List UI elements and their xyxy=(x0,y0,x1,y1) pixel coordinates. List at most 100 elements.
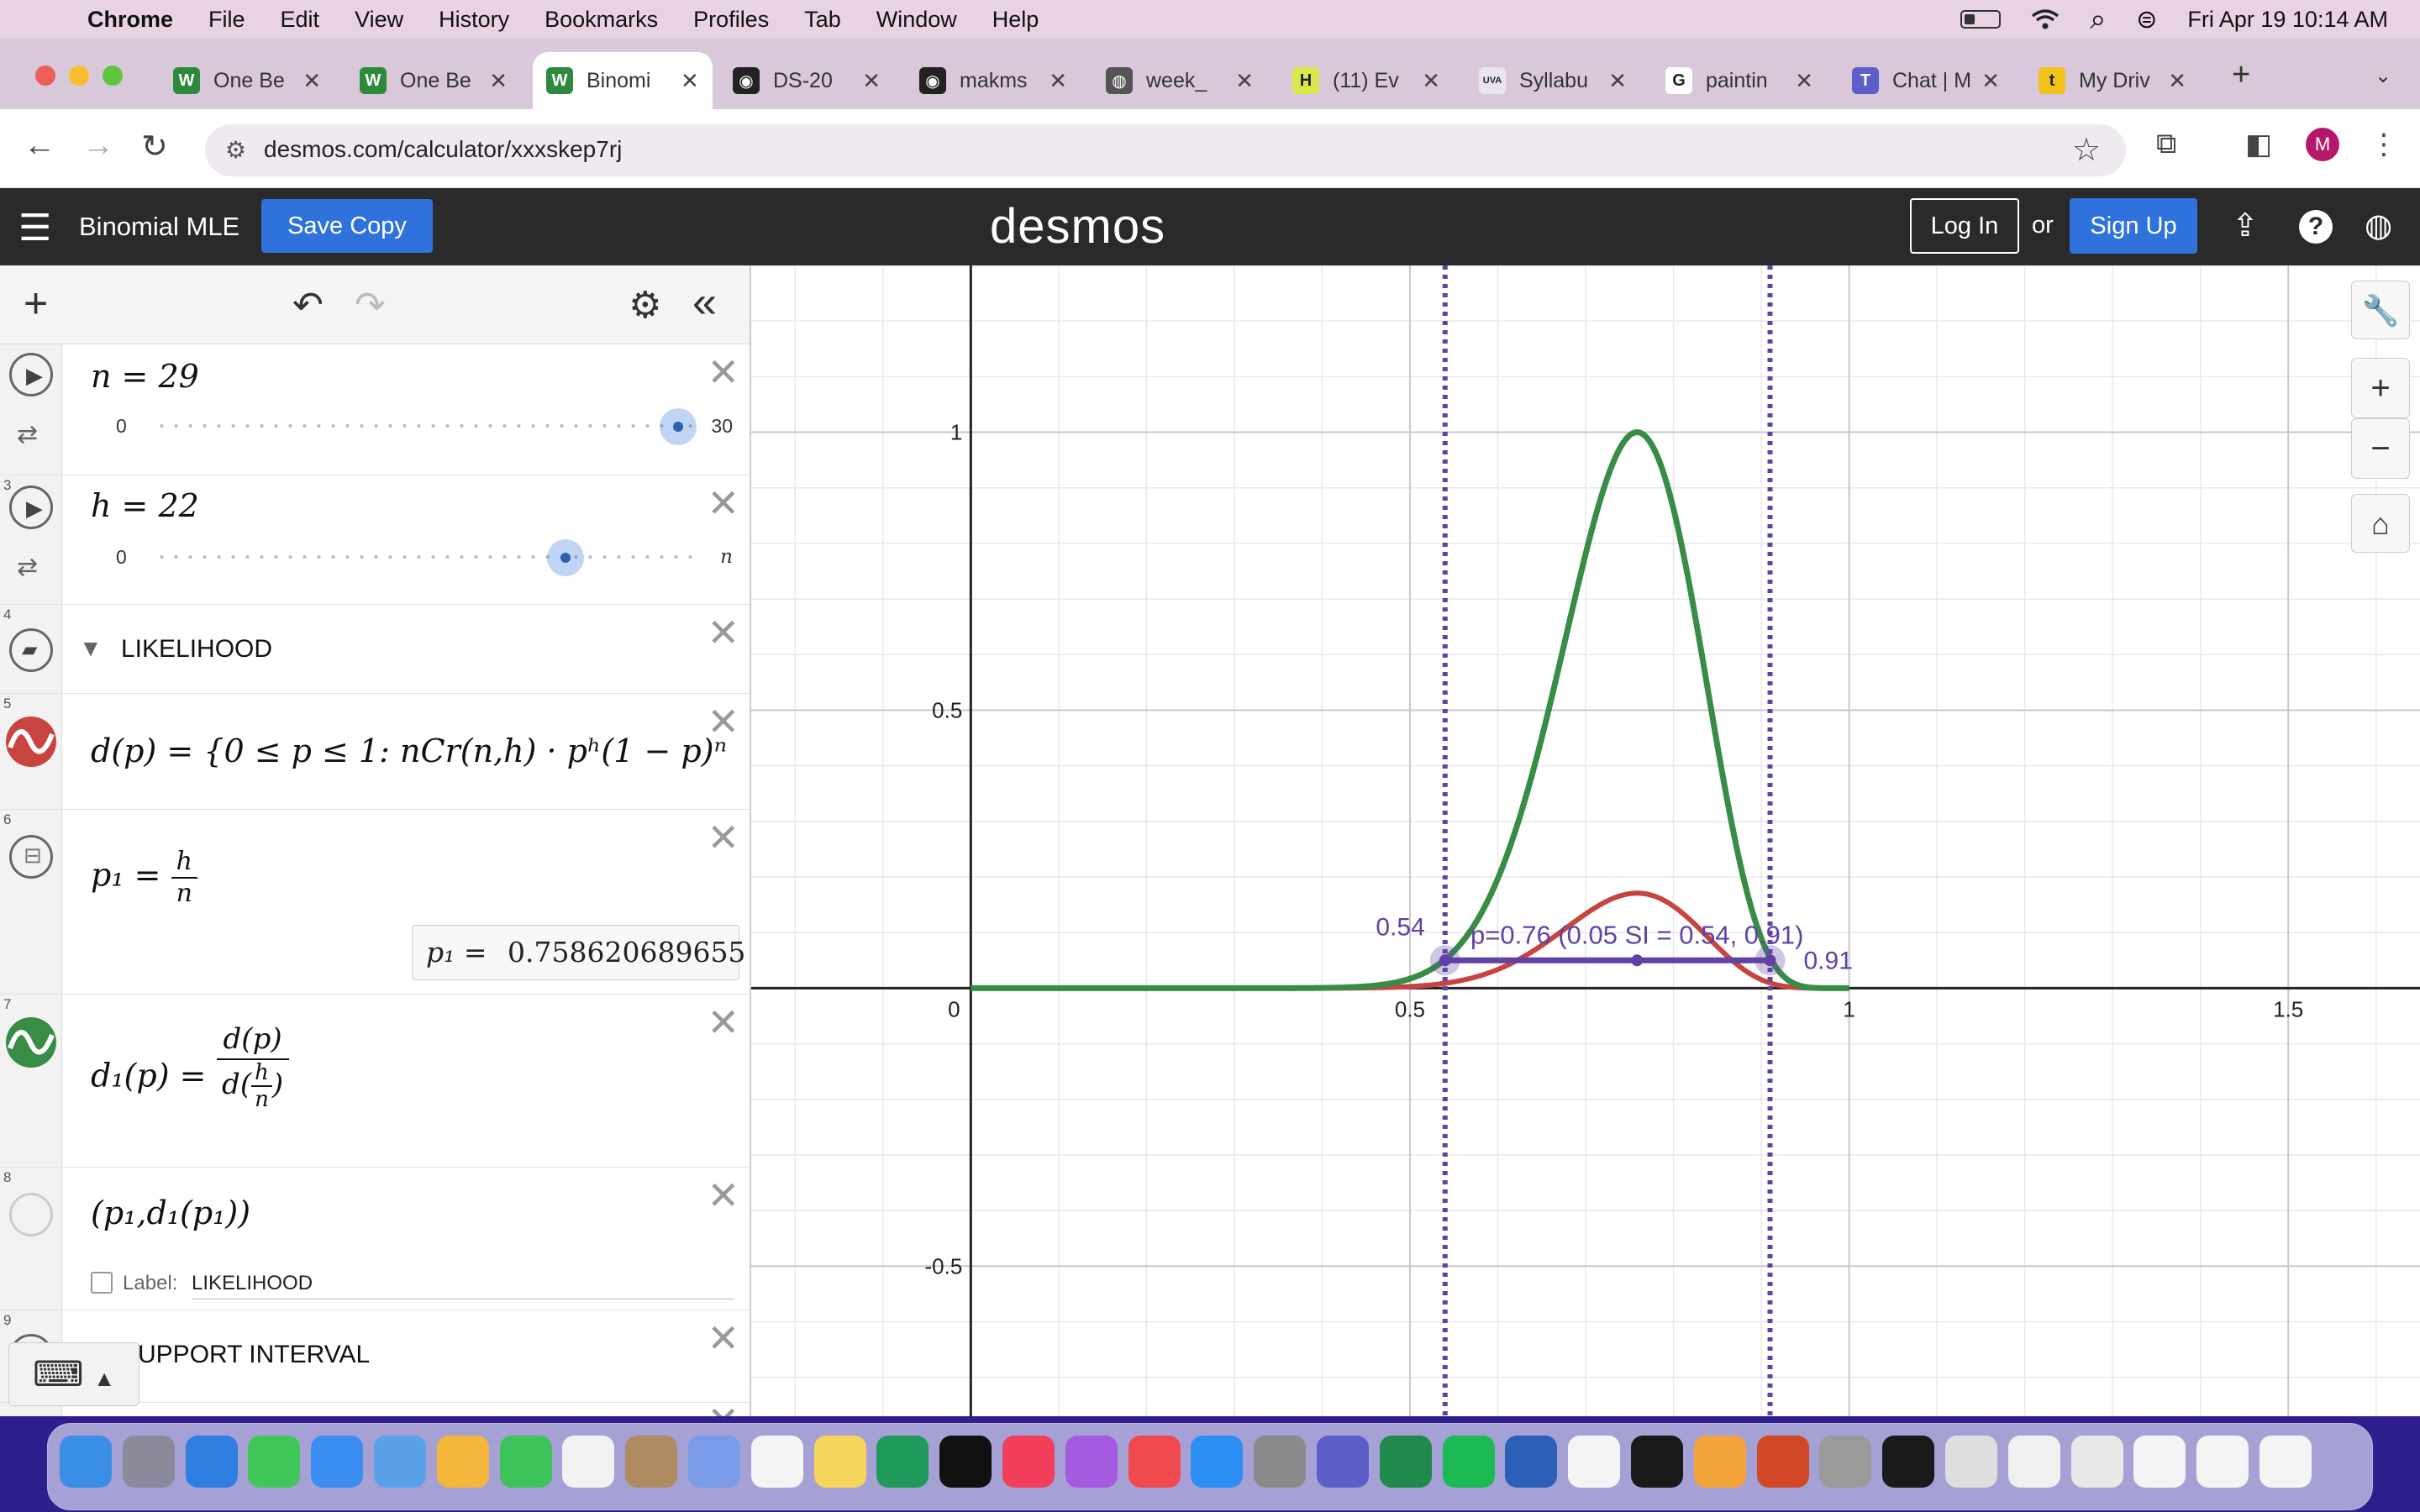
dock-app-icon[interactable] xyxy=(1631,1436,1683,1488)
tab-close-icon[interactable]: ✕ xyxy=(1608,67,1627,93)
dock-app-icon[interactable] xyxy=(1065,1436,1118,1488)
dock-app-icon[interactable] xyxy=(688,1436,740,1488)
sign-up-button[interactable]: Sign Up xyxy=(2070,198,2197,254)
delete-expression-icon[interactable]: ✕ xyxy=(707,611,739,654)
expression-likelihood-function[interactable]: 5 d(p) = {0 ≤ p ≤ 1: nCr(n,h) · pʰ(1 − p… xyxy=(0,694,750,810)
profile-avatar[interactable]: M xyxy=(2306,128,2339,161)
tab-search-chevron-icon[interactable]: ⌄ xyxy=(2375,65,2392,87)
bookmark-star-icon[interactable]: ☆ xyxy=(2071,133,2101,168)
dock-app-icon[interactable] xyxy=(939,1436,992,1488)
folder-icon[interactable]: ▰ xyxy=(9,628,53,672)
dock-app-icon[interactable] xyxy=(248,1436,301,1488)
slider-thumb[interactable] xyxy=(659,408,697,445)
spotlight-search-icon[interactable]: ⌕ xyxy=(2090,3,2107,35)
menu-window[interactable]: Window xyxy=(876,6,957,32)
label-text-input[interactable]: LIKELIHOOD xyxy=(192,1272,734,1299)
dock-app-icon[interactable] xyxy=(1819,1436,1872,1488)
tab-close-icon[interactable]: ✕ xyxy=(1422,67,1440,93)
extensions-puzzle-icon[interactable]: ⧉ xyxy=(2156,128,2177,160)
url-text[interactable]: desmos.com/calculator/xxxskep7rj xyxy=(264,136,623,162)
delete-expression-icon[interactable]: ✕ xyxy=(707,1398,739,1416)
expression-text[interactable]: d₁(p) = d(p) d(h n) xyxy=(91,1022,289,1112)
dock-app-icon[interactable] xyxy=(1945,1436,1997,1488)
dock-app-icon[interactable] xyxy=(185,1436,238,1488)
reload-icon[interactable]: ↻ xyxy=(141,129,168,165)
browser-tab[interactable]: ◉ makms ✕ xyxy=(906,52,1081,109)
dock-app-icon[interactable] xyxy=(2070,1436,2123,1488)
expression-normalized-likelihood[interactable]: 7 d₁(p) = d(p) d(h n) ✕ xyxy=(0,995,750,1168)
dock-app-icon[interactable] xyxy=(1442,1436,1495,1488)
slider-track[interactable] xyxy=(155,554,696,559)
dock-app-icon[interactable] xyxy=(1568,1436,1621,1488)
address-bar[interactable]: ⚙ desmos.com/calculator/xxxskep7rj ☆ xyxy=(205,124,2126,176)
delete-expression-icon[interactable]: ✕ xyxy=(707,1316,739,1360)
browser-tab[interactable]: t My Driv ✕ xyxy=(2025,52,2200,109)
save-copy-button[interactable]: Save Copy xyxy=(261,199,433,253)
folder-likelihood[interactable]: 4 ▰ ▼ LIKELIHOOD ✕ xyxy=(0,605,750,694)
slider-min[interactable]: 0 xyxy=(116,415,127,437)
tab-close-icon[interactable]: ✕ xyxy=(489,67,508,93)
delete-expression-icon[interactable]: ✕ xyxy=(707,350,739,394)
browser-tab[interactable]: W One Be ✕ xyxy=(346,52,521,109)
battery-icon[interactable] xyxy=(1960,10,2002,29)
folder-title[interactable]: SUPPORT INTERVAL xyxy=(121,1341,371,1368)
tab-close-icon[interactable]: ✕ xyxy=(302,67,321,93)
slider-max[interactable]: n xyxy=(720,546,733,568)
slider-track[interactable] xyxy=(155,423,696,428)
expression-text[interactable]: p₁ = h n xyxy=(91,847,197,909)
dock-app-icon[interactable] xyxy=(2007,1436,2060,1488)
dock-app-icon[interactable] xyxy=(311,1436,364,1488)
add-item-plus-icon[interactable]: + xyxy=(24,280,49,327)
dock-app-icon[interactable] xyxy=(60,1436,112,1488)
menu-file[interactable]: File xyxy=(208,6,245,32)
dock-app-icon[interactable] xyxy=(122,1436,175,1488)
zoom-in-button[interactable]: + xyxy=(2351,358,2410,418)
expression-partial[interactable]: ✕ xyxy=(0,1399,750,1416)
browser-tab[interactable]: T Chat | M ✕ xyxy=(1839,52,2013,109)
side-panel-icon[interactable]: ◧ xyxy=(2245,129,2273,160)
tab-close-icon[interactable]: ✕ xyxy=(1235,67,1254,93)
browser-tab[interactable]: W One Be ✕ xyxy=(160,52,334,109)
settings-gear-icon[interactable]: ⚙ xyxy=(629,285,662,326)
delete-expression-icon[interactable]: ✕ xyxy=(707,481,739,525)
play-slider-icon[interactable]: ▶ xyxy=(9,486,53,529)
delete-expression-icon[interactable]: ✕ xyxy=(707,1000,739,1044)
expression-n-slider[interactable]: ▶ ⇄ n = 29 0 30 ✕ xyxy=(0,344,750,475)
slider-thumb[interactable] xyxy=(546,539,584,576)
close-window-button[interactable] xyxy=(35,66,55,86)
dock-app-icon[interactable] xyxy=(374,1436,426,1488)
dock-app-icon[interactable] xyxy=(1379,1436,1432,1488)
dock-app-icon[interactable] xyxy=(1191,1436,1244,1488)
tab-close-icon[interactable]: ✕ xyxy=(862,67,881,93)
expression-h-slider[interactable]: 3 ▶ ⇄ h = 22 0 n ✕ xyxy=(0,475,750,605)
menu-app-name[interactable]: Chrome xyxy=(87,6,174,32)
red-wave-graph-icon[interactable] xyxy=(5,716,57,768)
graph-title[interactable]: Binomial MLE xyxy=(79,212,240,241)
minimize-window-button[interactable] xyxy=(69,66,89,86)
point-hidden-icon[interactable] xyxy=(9,1193,53,1236)
browser-tab[interactable]: W Binomi ✕ xyxy=(533,52,713,109)
dock-app-icon[interactable] xyxy=(562,1436,615,1488)
tab-close-icon[interactable]: ✕ xyxy=(1795,67,1813,93)
green-wave-graph-icon[interactable] xyxy=(5,1016,57,1068)
dock-app-icon[interactable] xyxy=(1317,1436,1369,1488)
dock-app-icon[interactable] xyxy=(1505,1436,1558,1488)
menu-profiles[interactable]: Profiles xyxy=(693,6,770,32)
dock-app-icon[interactable] xyxy=(1002,1436,1055,1488)
keyboard-toggle-button[interactable]: ⌨ ▲ xyxy=(8,1342,139,1406)
folder-title[interactable]: LIKELIHOOD xyxy=(121,635,273,663)
undo-icon[interactable]: ↶ xyxy=(292,285,324,326)
redo-icon[interactable]: ↷ xyxy=(355,285,386,326)
slider-expression-text[interactable]: n = 29 xyxy=(91,358,199,395)
menu-bookmarks[interactable]: Bookmarks xyxy=(544,6,659,32)
expression-text[interactable]: (p₁,d₁(p₁)) xyxy=(91,1194,251,1231)
browser-tab[interactable]: H (11) Ev ✕ xyxy=(1279,52,1454,109)
forward-arrow-icon[interactable]: → xyxy=(82,128,114,163)
play-slider-icon[interactable]: ▶ xyxy=(9,353,53,396)
zoom-out-button[interactable]: − xyxy=(2351,418,2410,479)
slider-max[interactable]: 30 xyxy=(711,415,733,437)
expression-p1[interactable]: 6 ⊟ p₁ = h n p₁ = 0.758620689655 ✕ xyxy=(0,810,750,995)
graph-paper[interactable]: 0 0.5 1 1.5 1 0.5 -0.5 0.54 0.91 p=0.76 (0.05 SI … xyxy=(751,265,2420,1416)
dock-app-icon[interactable] xyxy=(813,1436,866,1488)
delete-expression-icon[interactable]: ✕ xyxy=(707,700,739,743)
